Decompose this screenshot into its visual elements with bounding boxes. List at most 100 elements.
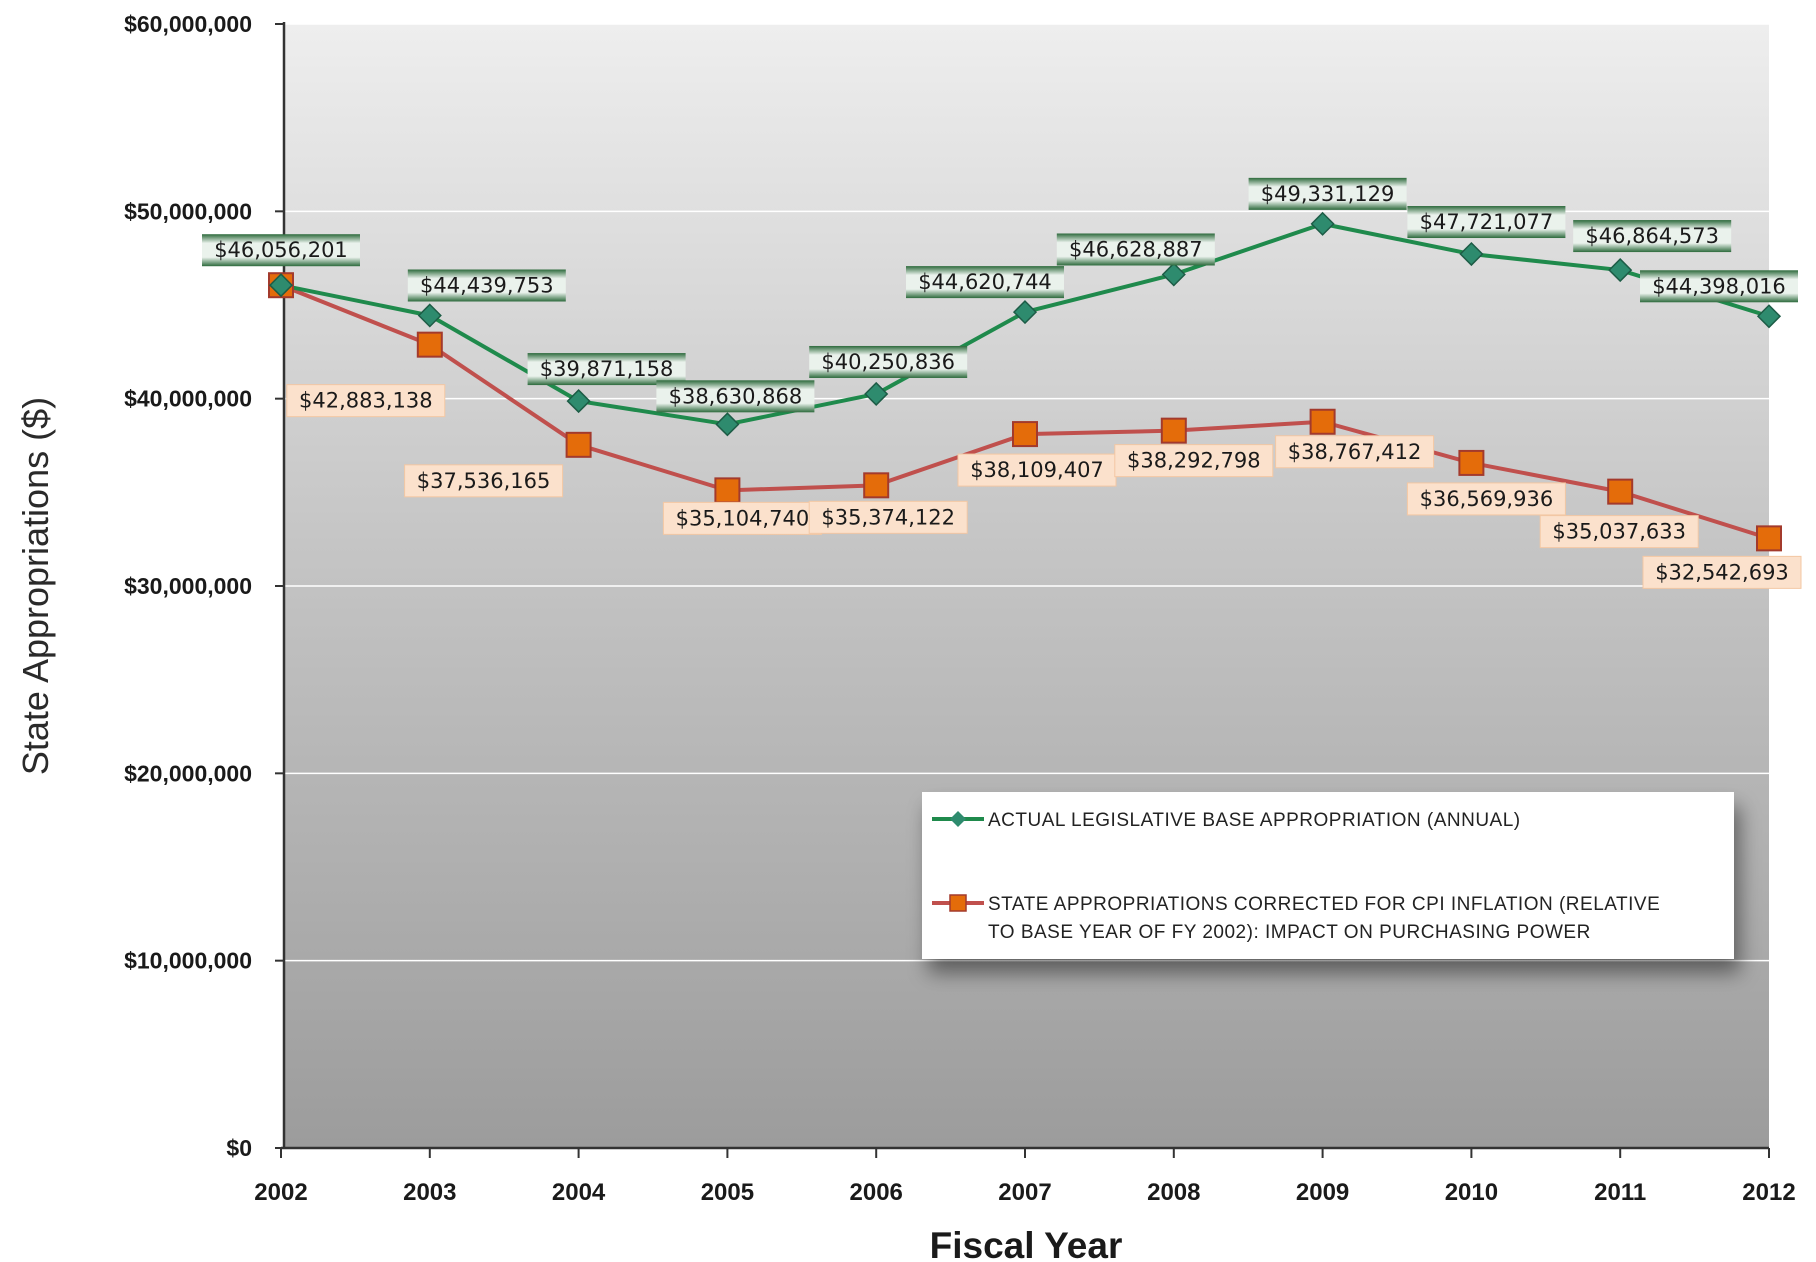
- actual-data-label: $38,630,868: [656, 380, 815, 413]
- cpi-adjusted-marker: [1309, 408, 1336, 435]
- cpi-data-label: $35,104,740: [662, 501, 822, 535]
- data-label-text: $32,542,693: [1655, 560, 1789, 584]
- actual-appropriation-marker: [417, 303, 442, 328]
- legend: ACTUAL LEGISLATIVE BASE APPROPRIATION (A…: [922, 792, 1734, 959]
- label-background: [202, 234, 360, 267]
- y-tick-label: $60,000,000: [124, 11, 252, 37]
- label-background: [286, 384, 446, 418]
- data-label-text: $36,569,936: [1420, 487, 1554, 511]
- label-background: [1114, 444, 1274, 478]
- legend-box: [922, 792, 1734, 959]
- x-tick-label: 2011: [1594, 1179, 1646, 1206]
- x-tick-label: 2003: [403, 1179, 456, 1206]
- cpi-adjusted-marker: [1607, 478, 1634, 505]
- label-background: [527, 353, 686, 386]
- actual-data-label: $44,398,016: [1640, 270, 1798, 303]
- data-label-text: $35,037,633: [1552, 520, 1686, 544]
- data-label-text: $46,056,201: [214, 238, 348, 262]
- cpi-data-label: $35,374,122: [808, 500, 968, 534]
- x-tick-label: 2004: [552, 1179, 606, 1206]
- label-background: [404, 464, 564, 498]
- actual-appropriation-marker: [1756, 304, 1782, 329]
- label-background: [1248, 177, 1407, 210]
- x-tick-label: 2010: [1445, 1179, 1498, 1206]
- actual-data-label: $44,620,744: [906, 266, 1064, 299]
- cpi-data-label: $38,767,412: [1275, 435, 1435, 469]
- legend-cpi-swatch-marker: [949, 894, 967, 912]
- x-tick-label: 2005: [701, 1179, 754, 1206]
- cpi-data-label: $37,536,165: [404, 464, 564, 498]
- actual-data-label: $46,864,573: [1573, 220, 1732, 253]
- legend-actual-label: ACTUAL LEGISLATIVE BASE APPROPRIATION (A…: [988, 810, 1521, 831]
- legend-cpi-label: STATE APPROPRIATIONS CORRECTED FOR CPI I…: [988, 894, 1660, 915]
- label-background: [809, 345, 968, 378]
- data-label-text: $37,536,165: [417, 469, 551, 493]
- y-tick-label: $10,000,000: [124, 948, 252, 974]
- cpi-data-label: $36,569,936: [1406, 482, 1566, 516]
- label-background: [1275, 435, 1435, 469]
- cpi-adjusted-marker: [1160, 417, 1187, 444]
- actual-appropriation-marker: [1608, 258, 1633, 283]
- y-tick-label: $40,000,000: [124, 386, 252, 412]
- data-label-text: $46,864,573: [1585, 224, 1719, 248]
- actual-data-label: $39,871,158: [527, 353, 686, 386]
- data-label-text: $38,630,868: [669, 384, 803, 408]
- actual-appropriation-marker: [715, 412, 740, 437]
- label-background: [1539, 515, 1699, 549]
- label-background: [1640, 270, 1798, 303]
- actual-data-label: $40,250,836: [809, 345, 968, 378]
- x-tick-label: 2009: [1296, 1179, 1349, 1206]
- x-tick-label: 2006: [850, 1179, 903, 1206]
- data-labels: $42,883,138 $37,536,165 $35,104,740 $35,374…: [202, 177, 1802, 589]
- cpi-adjusted-marker: [714, 477, 741, 504]
- cpi-data-label: $42,883,138: [286, 384, 446, 418]
- legend-actual-swatch-marker: [950, 811, 966, 827]
- y-axis-ticks: $0 $10,000,000 $20,000,000 $30,000,000 $40,0…: [124, 11, 284, 1161]
- label-background: [1056, 233, 1215, 266]
- actual-appropriation-marker: [1012, 300, 1038, 325]
- actual-data-label: $44,439,753: [407, 269, 566, 302]
- actual-appropriation-marker: [566, 389, 591, 414]
- data-label-text: $39,871,158: [540, 357, 674, 381]
- label-background: [808, 500, 968, 534]
- actual-data-label: $46,056,201: [202, 234, 360, 267]
- data-label-text: $46,628,887: [1069, 237, 1203, 261]
- y-tick-label: $0: [226, 1135, 252, 1161]
- data-label-text: $38,292,798: [1127, 449, 1261, 473]
- label-background: [407, 269, 566, 302]
- cpi-adjusted-marker: [1756, 525, 1782, 552]
- y-axis-title: State Appropriations ($): [15, 397, 56, 775]
- actual-appropriation-marker: [1310, 211, 1335, 236]
- x-axis-title: Fiscal Year: [930, 1225, 1123, 1262]
- cpi-adjusted-marker: [416, 331, 443, 358]
- y-tick-label: $20,000,000: [124, 760, 252, 786]
- data-label-text: $44,620,744: [918, 270, 1052, 294]
- label-background: [662, 501, 822, 535]
- cpi-data-label: $32,542,693: [1642, 555, 1802, 589]
- cpi-adjusted-marker: [1458, 449, 1485, 476]
- data-label-text: $47,721,077: [1420, 210, 1554, 234]
- data-label-text: $44,439,753: [420, 273, 554, 297]
- cpi-data-label: $35,037,633: [1539, 515, 1699, 549]
- data-label-text: $42,883,138: [299, 389, 433, 413]
- data-label-text: $49,331,129: [1261, 182, 1395, 206]
- label-background: [1642, 555, 1802, 589]
- cpi-data-label: $38,292,798: [1114, 444, 1274, 478]
- actual-appropriation-marker: [864, 381, 889, 407]
- x-axis-ticks: 2002 2003 2004 2005 2006 2007 2008 2009 2010 2011…: [254, 1148, 1796, 1206]
- data-label-text: $40,250,836: [821, 350, 955, 374]
- data-label-text: $44,398,016: [1652, 274, 1786, 298]
- cpi-adjusted-marker: [565, 431, 592, 458]
- data-label-text: $35,104,740: [676, 506, 810, 530]
- x-tick-label: 2002: [254, 1179, 307, 1206]
- x-tick-label: 2008: [1147, 1179, 1200, 1206]
- cpi-adjusted-marker: [863, 472, 890, 499]
- actual-appropriation-marker: [268, 273, 294, 298]
- series-markers: [268, 211, 1782, 552]
- data-label-text: $35,374,122: [821, 505, 955, 529]
- cpi-adjusted-marker: [1012, 421, 1038, 448]
- label-background: [1407, 206, 1566, 239]
- data-label-text: $38,767,412: [1288, 440, 1422, 464]
- label-background: [1573, 220, 1732, 253]
